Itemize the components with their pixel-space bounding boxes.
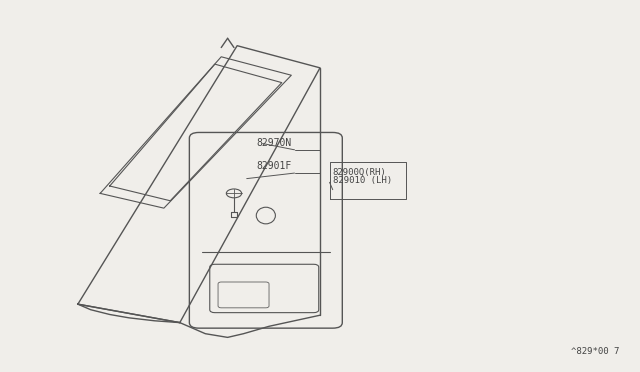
Text: ^829*00 7: ^829*00 7: [571, 347, 620, 356]
Text: 82901F: 82901F: [256, 161, 291, 171]
Text: 82970N: 82970N: [256, 138, 291, 148]
Text: 82900Q(RH): 82900Q(RH): [333, 167, 387, 177]
Text: 829010 (LH): 829010 (LH): [333, 176, 392, 185]
